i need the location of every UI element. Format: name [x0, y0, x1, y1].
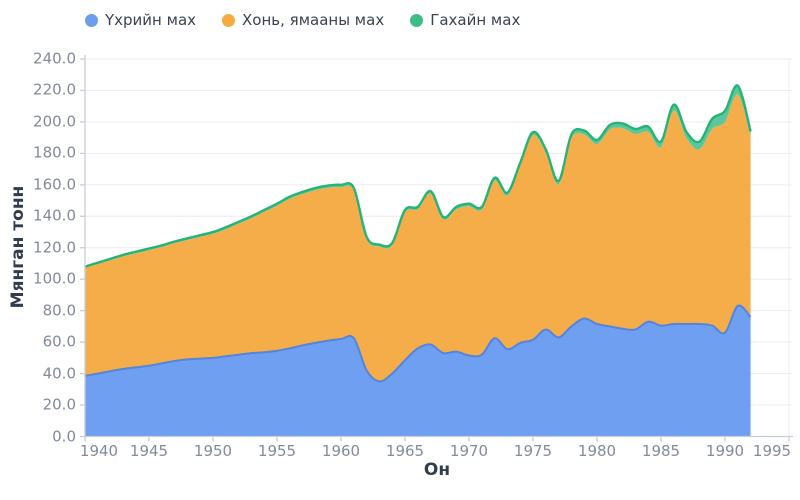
legend-item-beef[interactable]: Үхрийн мах [85, 13, 196, 28]
x-tick-label: 1995 [752, 442, 792, 460]
y-tick-label: 120.0 [33, 238, 76, 257]
x-tick-label: 1980 [577, 442, 617, 460]
legend-label: Үхрийн мах [105, 11, 197, 29]
legend-dot [222, 14, 236, 27]
x-tick-label: 1940 [79, 442, 119, 460]
y-tick-label: 160.0 [33, 175, 76, 194]
legend-item-pork[interactable]: Гахайн мах [410, 13, 520, 28]
x-tick-label: 1950 [193, 442, 233, 460]
legend-item-mutton[interactable]: Хонь, ямааны мах [222, 13, 384, 28]
y-tick-label: 180.0 [33, 143, 76, 162]
x-tick-label: 1945 [129, 442, 169, 460]
y-tick-label: 40.0 [42, 364, 76, 383]
y-tick-label: 100.0 [33, 269, 76, 288]
legend: Үхрийн мах Хонь, ямааны мах Гахайн мах [85, 13, 520, 28]
legend-label: Хонь, ямааны мах [242, 11, 385, 29]
x-tick-label: 1985 [641, 442, 681, 460]
x-tick-label: 1960 [321, 442, 361, 460]
y-tick-label: 20.0 [42, 395, 76, 414]
x-tick-label: 1975 [513, 442, 553, 460]
x-tick-label: 1970 [449, 442, 489, 460]
line-pork-total [84, 84, 752, 268]
x-tick-label: 1955 [257, 442, 297, 460]
line-beef [84, 304, 752, 383]
y-tick-label: 80.0 [42, 301, 76, 320]
legend-dot [85, 14, 98, 27]
area-mutton [85, 94, 751, 382]
area-beef [85, 305, 751, 437]
y-tick-label: 60.0 [42, 332, 76, 351]
x-tick-label: 1965 [385, 442, 425, 460]
legend-dot [410, 14, 424, 27]
y-tick-label: 200.0 [33, 112, 76, 131]
x-tick-label: 1990 [705, 442, 745, 460]
y-tick-label: 220.0 [33, 80, 76, 99]
legend-label: Гахайн мах [430, 11, 521, 29]
y-tick-label: 140.0 [33, 206, 76, 225]
y-tick-label: 0.0 [52, 427, 76, 445]
x-axis-title: Он [423, 460, 451, 480]
y-tick-label: 240.0 [33, 49, 76, 68]
